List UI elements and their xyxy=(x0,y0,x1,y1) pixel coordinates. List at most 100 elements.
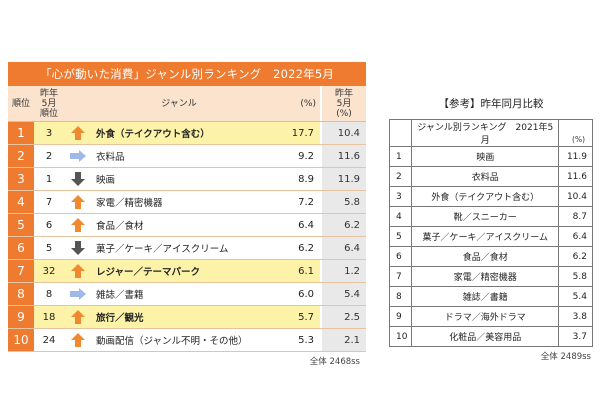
ranking-row: 1 3 外食（テイクアウト含む） 17.7 10.4 xyxy=(8,122,366,145)
prev-rank-cell: 3 xyxy=(45,127,53,139)
header-rank: 順位 xyxy=(11,98,30,109)
pct-cell: 6.0 xyxy=(298,288,314,300)
ranking-row: 3 1 映画 8.9 11.9 xyxy=(8,168,366,191)
reference-genre-cell: 雑誌／書籍 xyxy=(411,286,559,307)
genre-cell: 旅行／観光 xyxy=(96,313,144,324)
reference-rank-cell: 5 xyxy=(388,226,413,247)
arrow-up-icon xyxy=(71,195,85,209)
rank-cell: 2 xyxy=(8,145,34,167)
prev-rank-cell: 8 xyxy=(45,288,53,300)
genre-cell: 雑誌／書籍 xyxy=(96,290,144,301)
reference-genre-cell: 菓子／ケーキ／アイスクリーム xyxy=(411,226,559,247)
pct-cell: 6.2 xyxy=(298,242,314,254)
trend-cell xyxy=(64,145,92,167)
prev-rank-cell: 24 xyxy=(42,334,56,346)
arrow-down-icon xyxy=(71,172,85,186)
ranking-footer: 全体 2468ss xyxy=(309,357,360,367)
reference-header-rank-cell xyxy=(388,119,413,147)
reference-rank-cell: 1 xyxy=(388,146,413,167)
pct-cell: 5.7 xyxy=(298,311,314,323)
arrow-up-icon xyxy=(71,218,85,232)
prev-pct-cell: 10.4 xyxy=(320,122,366,144)
ranking-rows: 1 3 外食（テイクアウト含む） 17.7 10.4 2 2 衣料品 9.2 11.6 3 1 映画 8.… xyxy=(8,122,366,352)
rank-cell: 8 xyxy=(8,283,34,305)
reference-row: 9 ドラマ／海外ドラマ 3.8 xyxy=(388,306,593,327)
genre-cell: レジャー／テーマパーク xyxy=(96,267,201,278)
ranking-table-2022: 「心が動いた消費」ジャンル別ランキング 2022年5月 順位 昨年 5月 順位 … xyxy=(8,62,366,367)
arrow-up-icon xyxy=(71,310,85,324)
arrow-up-icon xyxy=(71,264,85,278)
reference-rank-cell: 7 xyxy=(388,266,413,287)
rank-cell: 10 xyxy=(8,329,34,351)
genre-cell: 映画 xyxy=(96,175,116,186)
prev-pct-cell: 6.2 xyxy=(320,214,366,236)
reference-rank-cell: 6 xyxy=(388,246,413,267)
prev-pct-cell: 6.4 xyxy=(320,237,366,259)
reference-pct-cell: 6.2 xyxy=(558,246,593,267)
prev-pct-cell: 2.5 xyxy=(320,306,366,328)
reference-table-2021: 【参考】昨年同月比較 ジャンル別ランキング 2021年5月 (%) 1 映画 11.… xyxy=(388,95,593,362)
prev-pct-cell: 5.4 xyxy=(320,283,366,305)
genre-cell: 食品／食材 xyxy=(96,221,144,232)
pct-cell: 6.1 xyxy=(298,265,314,277)
trend-cell xyxy=(64,191,92,213)
ranking-row: 10 24 動画配信（ジャンル不明・その他） 5.3 2.1 xyxy=(8,329,366,352)
reference-row: 3 外食（テイクアウト含む） 10.4 xyxy=(388,186,593,207)
genre-cell: 衣料品 xyxy=(96,152,125,163)
header-prev-pct: 昨年 5月 (%) xyxy=(320,86,366,121)
prev-rank-cell: 6 xyxy=(45,219,53,231)
reference-pct-cell: 5.4 xyxy=(558,286,593,307)
reference-row: 8 雑誌／書籍 5.4 xyxy=(388,286,593,307)
reference-pct-cell: 3.8 xyxy=(558,306,593,327)
header-prev-rank: 昨年 5月 順位 xyxy=(34,86,64,121)
rank-cell: 5 xyxy=(8,214,34,236)
reference-pct-cell: 3.7 xyxy=(558,326,593,347)
prev-rank-cell: 7 xyxy=(45,196,53,208)
ranking-row: 2 2 衣料品 9.2 11.6 xyxy=(8,145,366,168)
rank-cell: 6 xyxy=(8,237,34,259)
reference-title: 【参考】昨年同月比較 xyxy=(438,98,544,110)
reference-rank-cell: 8 xyxy=(388,286,413,307)
trend-cell xyxy=(64,122,92,144)
reference-pct-cell: 10.4 xyxy=(558,186,593,207)
prev-pct-cell: 5.8 xyxy=(320,191,366,213)
reference-row: 5 菓子／ケーキ／アイスクリーム 6.4 xyxy=(388,226,593,247)
ranking-header-row: 順位 昨年 5月 順位 ジャンル (%) 昨年 5月 (%) xyxy=(8,86,366,122)
prev-rank-cell: 1 xyxy=(45,173,53,185)
header-pct: (%) xyxy=(300,98,316,109)
reference-rank-cell: 3 xyxy=(388,186,413,207)
ranking-row: 5 6 食品／食材 6.4 6.2 xyxy=(8,214,366,237)
genre-cell: 家電／精密機器 xyxy=(96,198,163,209)
header-trend xyxy=(64,86,92,121)
prev-rank-cell: 5 xyxy=(45,242,53,254)
reference-genre-cell: 食品／食材 xyxy=(411,246,559,267)
ranking-title: 「心が動いた消費」ジャンル別ランキング 2022年5月 xyxy=(8,62,366,86)
reference-genre-cell: ドラマ／海外ドラマ xyxy=(411,306,559,327)
reference-pct-cell: 8.7 xyxy=(558,206,593,227)
prev-pct-cell: 2.1 xyxy=(320,329,366,351)
trend-cell xyxy=(64,306,92,328)
ranking-row: 9 18 旅行／観光 5.7 2.5 xyxy=(8,306,366,329)
reference-header-unit-cell: (%) xyxy=(558,119,593,147)
reference-rank-cell: 4 xyxy=(388,206,413,227)
reference-genre-cell: 化粧品／美容用品 xyxy=(411,326,559,347)
rank-cell: 3 xyxy=(8,168,34,190)
trend-cell xyxy=(64,283,92,305)
prev-pct-cell: 1.2 xyxy=(320,260,366,282)
reference-pct-cell: 6.4 xyxy=(558,226,593,247)
rank-cell: 9 xyxy=(8,306,34,328)
reference-pct-cell: 11.6 xyxy=(558,166,593,187)
trend-cell xyxy=(64,329,92,351)
prev-rank-cell: 18 xyxy=(42,311,56,323)
reference-rank-cell: 2 xyxy=(388,166,413,187)
header-genre: ジャンル xyxy=(161,98,197,109)
rank-cell: 4 xyxy=(8,191,34,213)
arrow-up-icon xyxy=(71,333,85,347)
genre-cell: 菓子／ケーキ／アイスクリーム xyxy=(96,244,229,255)
rank-cell: 7 xyxy=(8,260,34,282)
reference-row: 4 靴／スニーカー 8.7 xyxy=(388,206,593,227)
reference-row: 10 化粧品／美容用品 3.7 xyxy=(388,326,593,347)
reference-rank-cell: 10 xyxy=(388,326,413,347)
reference-table-body: ジャンル別ランキング 2021年5月 (%) 1 映画 11.9 2 衣料品 11.6 3 外… xyxy=(388,119,593,347)
reference-table: ジャンル別ランキング 2021年5月 (%) 1 映画 11.9 2 衣料品 11.6 3 外… xyxy=(388,119,593,347)
